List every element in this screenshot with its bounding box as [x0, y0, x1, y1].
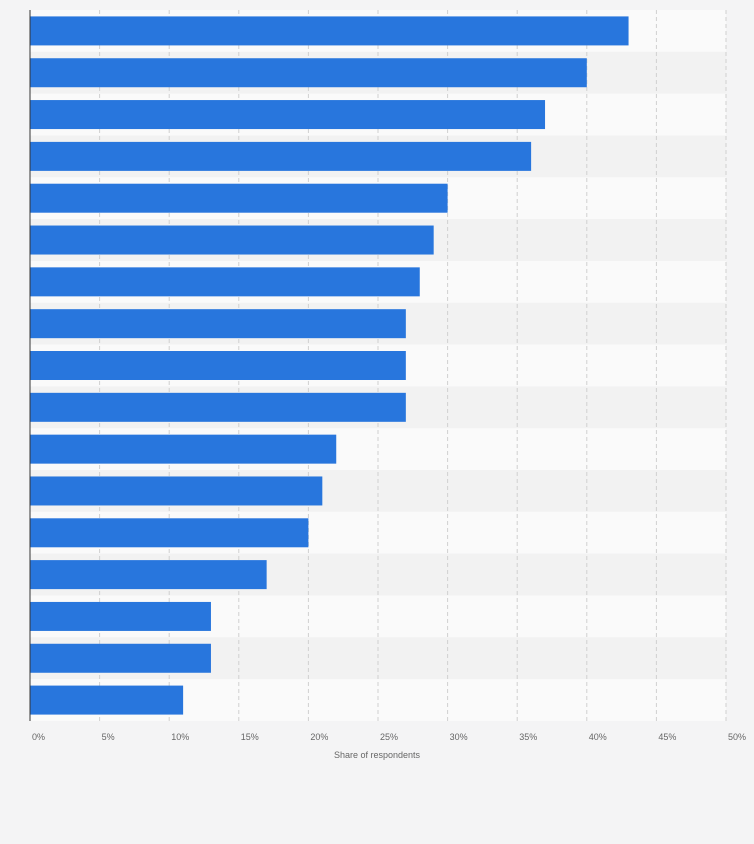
bar[interactable] — [30, 141, 532, 171]
bar[interactable] — [30, 560, 267, 590]
x-tick-label: 30% — [450, 732, 468, 742]
bar[interactable] — [30, 351, 406, 380]
x-tick-label: 15% — [241, 732, 259, 742]
bar[interactable] — [30, 643, 211, 673]
x-tick-label: 45% — [658, 732, 676, 742]
bar[interactable] — [30, 601, 211, 631]
x-tick-label: 0% — [32, 732, 45, 742]
bar[interactable] — [30, 518, 309, 548]
x-tick-label: 25% — [380, 732, 398, 742]
bars — [30, 16, 629, 715]
x-tick-label: 10% — [171, 732, 189, 742]
bar[interactable] — [30, 309, 406, 339]
bar[interactable] — [30, 16, 629, 46]
bar[interactable] — [30, 267, 420, 297]
x-tick-label: 35% — [519, 732, 537, 742]
bar[interactable] — [30, 392, 406, 422]
x-tick-label: 40% — [589, 732, 607, 742]
x-tick-labels: 0% 5% 10% 15% 20% 25% 30% 35% 40% 45% 50% — [32, 732, 746, 742]
bar[interactable] — [30, 434, 337, 464]
x-axis-title: Share of respondents — [334, 750, 421, 760]
bar[interactable] — [30, 476, 323, 506]
bar[interactable] — [30, 183, 448, 213]
x-tick-label: 20% — [310, 732, 328, 742]
bar[interactable] — [30, 225, 434, 255]
bar[interactable] — [30, 58, 587, 88]
x-tick-label: 50% — [728, 732, 746, 742]
bar[interactable] — [30, 100, 546, 130]
bar[interactable] — [30, 685, 184, 715]
x-tick-label: 5% — [102, 732, 115, 742]
